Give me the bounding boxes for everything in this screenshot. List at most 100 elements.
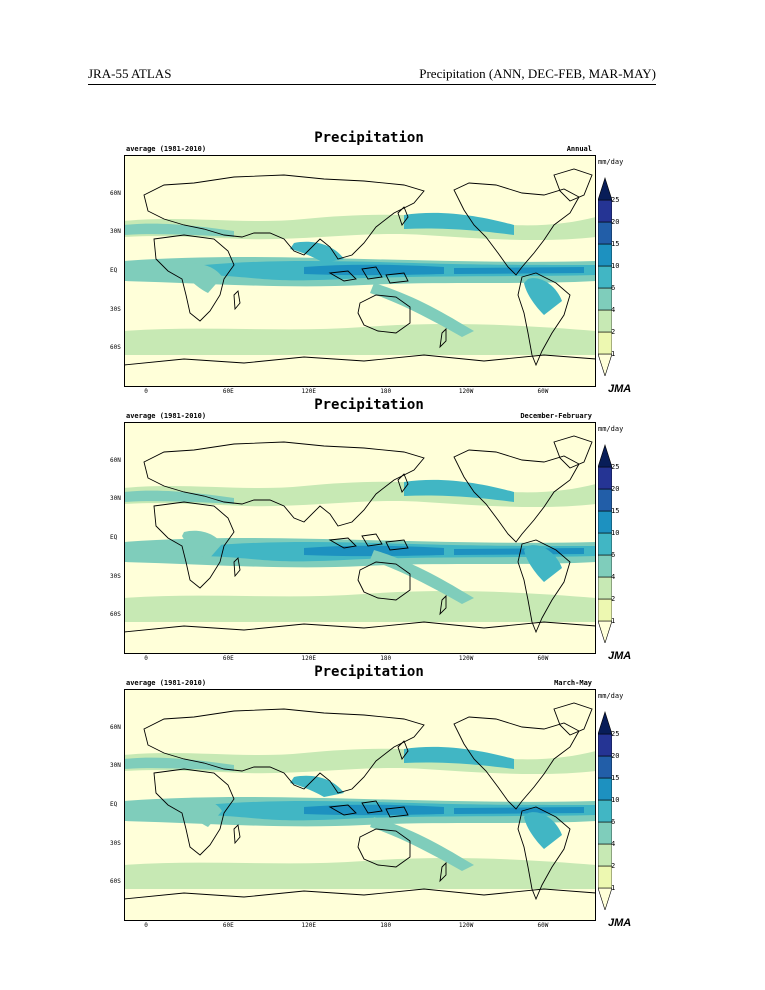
lon-tick-label: 120E — [301, 388, 316, 395]
monsoon-band — [290, 241, 344, 263]
coastline — [385, 272, 409, 284]
colorbar-tick-label: 1 — [611, 884, 616, 892]
coastline — [233, 557, 241, 578]
jma-logo: JMA — [608, 917, 632, 929]
coastline — [553, 168, 593, 202]
precip-band — [124, 223, 234, 237]
lon-tick-label: 60E — [222, 922, 234, 929]
colorbar-tick-label: 2 — [611, 328, 616, 336]
congo-band — [182, 530, 222, 560]
coastline — [233, 824, 241, 845]
colorbar — [598, 711, 612, 910]
map-frame — [124, 155, 596, 387]
colorbar-segment — [598, 532, 612, 556]
colorbar-tick-label: 20 — [611, 218, 620, 226]
precip-band — [404, 212, 514, 235]
monsoon-band — [290, 775, 344, 797]
amazon-band — [524, 278, 562, 315]
colorbar-tick-label: 10 — [611, 529, 620, 537]
colorbar-segment — [598, 755, 612, 779]
lon-tick-label: 120W — [458, 388, 474, 395]
colorbar-segment — [598, 554, 612, 578]
colorbar-segment — [598, 199, 612, 223]
colorbar-unit: mm/day — [598, 158, 624, 166]
jma-logo: JMA — [608, 383, 632, 395]
colorbar-tick-label: 4 — [611, 573, 616, 581]
coastline — [357, 294, 411, 334]
spcz-band — [370, 817, 474, 871]
lon-tick-label: 180 — [380, 922, 392, 929]
itcz-max — [304, 804, 444, 816]
colorbar-tick-label: 20 — [611, 485, 620, 493]
coastline — [361, 533, 383, 547]
lat-tick-label: 30S — [110, 305, 121, 313]
colorbar-tick-label: 1 — [611, 617, 616, 625]
coastline — [453, 716, 580, 810]
coastline — [517, 806, 571, 901]
coastline — [143, 174, 425, 260]
coastline — [397, 740, 409, 760]
panel-subtitle: average (1981-2010) — [126, 412, 207, 420]
colorbar-tick-label: 2 — [611, 862, 616, 870]
colorbar-tick-label: 1 — [611, 350, 616, 358]
lat-tick-label: 30N — [110, 495, 121, 503]
panel-season: Annual — [566, 145, 592, 153]
precip-band — [404, 746, 514, 769]
coastline — [453, 449, 580, 543]
lon-tick-label: 120E — [301, 655, 316, 662]
lat-tick-label: 60N — [110, 189, 121, 197]
lat-tick-label: EQ — [110, 534, 118, 541]
panel-subtitle: average (1981-2010) — [126, 145, 207, 153]
precip-band — [124, 591, 596, 622]
lon-tick-label: 120W — [458, 922, 474, 929]
colorbar — [598, 444, 612, 643]
colorbar-segment — [598, 243, 612, 267]
coastline — [143, 441, 425, 527]
coastline — [328, 804, 357, 816]
coastline — [553, 702, 593, 736]
lat-tick-label: 30S — [110, 572, 121, 580]
coastline — [361, 800, 383, 814]
colorbar-segment — [598, 510, 612, 534]
panel-title: Precipitation — [314, 397, 424, 413]
coastline — [553, 435, 593, 469]
lat-tick-label: 30N — [110, 228, 121, 236]
lat-tick-label: 60N — [110, 723, 121, 731]
coastline — [439, 327, 447, 349]
coastline — [517, 539, 571, 634]
colorbar-tick-label: 20 — [611, 752, 620, 760]
map-panel-mam: Precipitation average (1981-2010) March-… — [110, 664, 644, 932]
coastline — [397, 206, 409, 226]
colorbar-segment — [598, 353, 612, 376]
coastline — [328, 270, 357, 282]
colorbar-tick-label: 25 — [611, 196, 620, 204]
coastline — [153, 234, 235, 322]
coastline — [153, 501, 235, 589]
lon-tick-label: 0 — [144, 388, 148, 395]
coastline — [124, 354, 596, 387]
lon-tick-label: 60E — [222, 655, 234, 662]
colorbar-tick-label: 25 — [611, 730, 620, 738]
precip-band — [404, 479, 514, 502]
lon-tick-label: 60E — [222, 388, 234, 395]
coastline — [357, 828, 411, 868]
colorbar-segment — [598, 488, 612, 512]
colorbar-segment — [598, 887, 612, 910]
precip-band — [124, 324, 596, 355]
lon-tick-label: 0 — [144, 655, 148, 662]
coastline — [143, 708, 425, 794]
lat-tick-label: 30N — [110, 762, 121, 770]
colorbar-segment — [598, 865, 612, 889]
precip-band — [124, 490, 234, 504]
precipitation-map — [124, 689, 596, 921]
colorbar-segment — [598, 444, 612, 468]
lat-tick-label: 60S — [110, 878, 121, 886]
coastline — [385, 806, 409, 818]
lat-tick-label: 60S — [110, 611, 121, 619]
precipitation-map — [124, 422, 596, 654]
precip-band — [124, 757, 234, 771]
precip-band — [124, 481, 596, 508]
map-panel-djf: Precipitation average (1981-2010) Decemb… — [110, 397, 644, 665]
map-panel-annual: Precipitation average (1981-2010) Annual… — [110, 130, 644, 398]
coastline — [517, 272, 571, 367]
